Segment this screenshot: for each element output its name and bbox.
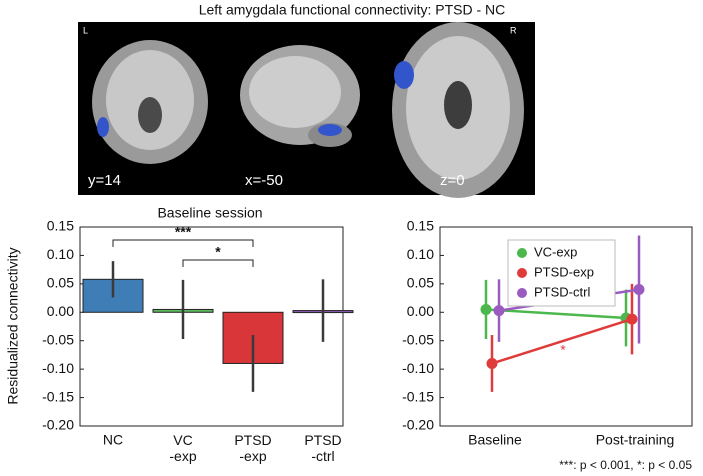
- footnote: ***: p < 0.001, *: p < 0.05: [559, 458, 692, 472]
- point: [633, 284, 645, 296]
- y-tick-label: 0.10: [47, 246, 74, 262]
- y-axis-label: Residualized connectivity: [5, 247, 21, 404]
- slice-label: y=14: [88, 172, 121, 189]
- x-tick-label: Baseline: [468, 432, 522, 448]
- brain-images: [92, 22, 524, 198]
- series-line: [491, 317, 633, 365]
- plot-frame: [79, 226, 344, 427]
- series-line: [485, 308, 627, 320]
- figure-title: Left amygdala functional connectivity: P…: [199, 2, 506, 18]
- significance-bracket: [182, 259, 254, 267]
- y-tick-label: -0.20: [42, 417, 74, 433]
- x-tick-label: Post-training: [596, 432, 675, 448]
- significance-label: ***: [175, 224, 192, 240]
- legend-marker: [517, 248, 527, 258]
- legend-label: PTSD-exp: [534, 264, 594, 279]
- legend-marker: [517, 288, 527, 298]
- x-tick-label: VC -exp: [169, 432, 196, 464]
- slice-label: z=0: [440, 172, 465, 189]
- y-tick-label: 0.05: [407, 275, 434, 291]
- significance-bracket: [112, 239, 254, 247]
- significance-label: *: [560, 342, 566, 358]
- legend-marker: [517, 268, 527, 278]
- y-tick-label: -0.05: [42, 331, 74, 347]
- slice-label: x=-50: [245, 172, 283, 189]
- y-tick-label: -0.20: [402, 417, 434, 433]
- significance-label: *: [215, 244, 221, 260]
- y-tick-label: 0.10: [407, 246, 434, 262]
- y-tick-label: -0.05: [402, 331, 434, 347]
- y-tick-label: -0.10: [402, 360, 434, 376]
- y-tick-label: 0.15: [47, 218, 74, 234]
- y-tick-label: 0.15: [407, 218, 434, 234]
- x-tick-label: PTSD -ctrl: [304, 432, 341, 464]
- x-tick-label: NC: [103, 432, 123, 448]
- legend-label: PTSD-ctrl: [534, 284, 590, 299]
- x-tick-label: PTSD -exp: [234, 432, 271, 464]
- point: [480, 303, 492, 315]
- point: [626, 313, 638, 325]
- right-marker: R: [510, 25, 517, 35]
- legend-label: VC-exp: [534, 244, 577, 259]
- y-tick-label: -0.15: [402, 388, 434, 404]
- y-tick-label: 0.00: [47, 303, 74, 319]
- left-marker: L: [83, 25, 88, 35]
- y-tick-label: -0.10: [42, 360, 74, 376]
- y-tick-label: 0.05: [47, 275, 74, 291]
- point: [486, 357, 498, 369]
- chart-title: Baseline session: [157, 205, 262, 221]
- y-tick-label: 0.00: [407, 303, 434, 319]
- y-tick-label: -0.15: [42, 388, 74, 404]
- point: [493, 305, 505, 317]
- plot-frame: [439, 226, 693, 427]
